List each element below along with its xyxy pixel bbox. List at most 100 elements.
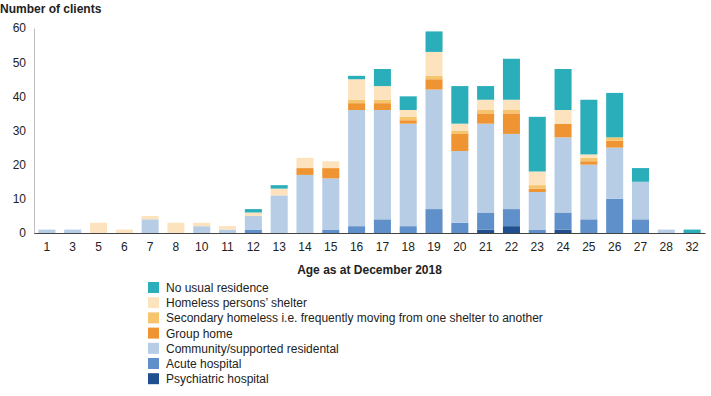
bar <box>555 137 572 212</box>
x-axis-title: Age as at December 2018 <box>297 263 442 277</box>
x-tick-label: 17 <box>376 240 390 254</box>
bar <box>606 199 623 233</box>
bar <box>322 161 339 168</box>
x-tick-label: 24 <box>556 240 570 254</box>
bar <box>167 223 184 233</box>
x-tick: 19 <box>427 233 441 254</box>
x-tick: 13 <box>272 233 286 254</box>
x-tick-label: 3 <box>69 240 76 254</box>
x-tick-label: 15 <box>324 240 338 254</box>
bar <box>193 223 210 226</box>
bar <box>64 230 81 233</box>
bar <box>38 229 55 230</box>
bar <box>296 175 313 233</box>
bar <box>348 226 365 233</box>
bar <box>271 185 288 188</box>
bar <box>116 229 133 230</box>
x-tick: 20 <box>453 233 467 254</box>
bar <box>477 124 494 213</box>
x-tick-label: 28 <box>660 240 674 254</box>
bar <box>451 151 468 223</box>
x-tick: 26 <box>608 233 622 254</box>
bar <box>503 113 520 133</box>
x-tick: 16 <box>350 233 364 254</box>
bar <box>503 110 520 113</box>
bar <box>477 100 494 110</box>
bar <box>142 215 159 216</box>
bar <box>529 230 546 233</box>
bar <box>245 230 262 233</box>
bar <box>374 86 391 100</box>
bar <box>142 216 159 219</box>
x-tick-label: 12 <box>247 240 261 254</box>
plot: 0102030405060135678101112131415161718192… <box>13 21 706 253</box>
x-tick: 28 <box>660 233 674 254</box>
x-tick: 5 <box>95 233 102 254</box>
x-tick: 10 <box>195 233 209 254</box>
bar <box>245 209 262 212</box>
x-tick-label: 32 <box>685 240 699 254</box>
bar <box>271 189 288 196</box>
y-tick-label: 40 <box>13 90 27 104</box>
bar <box>555 124 572 138</box>
x-tick-label: 7 <box>147 240 154 254</box>
x-tick: 18 <box>402 233 416 254</box>
x-tick-label: 8 <box>173 240 180 254</box>
legend-swatch <box>148 297 159 308</box>
x-tick-label: 13 <box>272 240 286 254</box>
bars <box>38 31 700 233</box>
bar <box>271 195 288 233</box>
x-tick: 27 <box>634 233 648 254</box>
y-tick: 10 <box>13 192 34 206</box>
bar <box>555 69 572 110</box>
x-tick: 22 <box>505 233 519 254</box>
legend-label: Psychiatric hospital <box>166 372 269 386</box>
bar <box>426 209 443 233</box>
x-tick-label: 22 <box>505 240 519 254</box>
legend-item: Acute hospital <box>148 357 241 371</box>
bar <box>116 230 133 233</box>
legend-item: No usual residence <box>148 281 269 295</box>
x-tick-label: 16 <box>350 240 364 254</box>
y-tick: 50 <box>13 56 34 70</box>
bar <box>451 223 468 233</box>
bar <box>451 131 468 134</box>
x-axis: 1356781011121314151617181920212223242526… <box>35 233 706 254</box>
bar <box>451 86 468 124</box>
bar <box>477 86 494 100</box>
bar <box>400 226 417 233</box>
bar <box>64 229 81 230</box>
bar <box>90 223 107 233</box>
x-tick-label: 26 <box>608 240 622 254</box>
bar <box>426 76 443 79</box>
x-tick: 14 <box>298 233 312 254</box>
bar <box>503 209 520 226</box>
bar <box>451 124 468 131</box>
bar <box>400 96 417 110</box>
bar <box>658 229 675 230</box>
x-tick: 15 <box>324 233 338 254</box>
y-tick: 0 <box>19 226 34 240</box>
y-tick: 60 <box>13 21 34 35</box>
legend-swatch <box>148 282 159 293</box>
bar <box>426 90 443 210</box>
x-tick: 11 <box>221 233 234 254</box>
x-tick-label: 6 <box>121 240 128 254</box>
bar <box>606 93 623 137</box>
y-tick-label: 30 <box>13 124 27 138</box>
x-tick-label: 21 <box>479 240 493 254</box>
bar <box>348 110 365 226</box>
x-tick: 12 <box>247 233 261 254</box>
y-tick: 20 <box>13 158 34 172</box>
bar <box>374 100 391 103</box>
x-tick: 3 <box>69 233 76 254</box>
bar <box>658 229 675 230</box>
x-tick: 7 <box>147 233 154 254</box>
bar <box>426 52 443 76</box>
bar <box>503 134 520 209</box>
bar <box>400 117 417 120</box>
bar <box>348 100 365 103</box>
chart: 0102030405060135678101112131415161718192… <box>0 0 711 396</box>
bar <box>348 103 365 110</box>
bar <box>64 229 81 230</box>
